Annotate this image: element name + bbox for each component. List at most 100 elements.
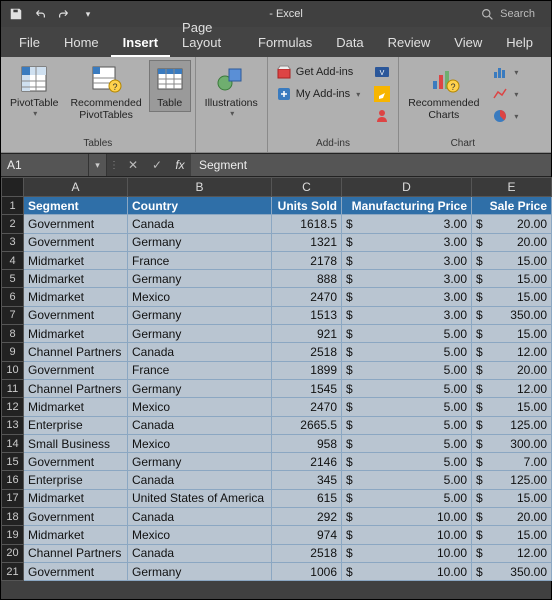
row-header[interactable]: 8 xyxy=(2,325,24,343)
cell[interactable]: Midmarket xyxy=(24,325,128,343)
enter-button[interactable]: ✓ xyxy=(145,154,169,176)
cell[interactable]: Germany xyxy=(128,233,272,251)
cell[interactable]: Channel Partners xyxy=(24,343,128,361)
cell[interactable]: $15.00 xyxy=(472,251,552,269)
cell[interactable]: Government xyxy=(24,361,128,379)
cell[interactable]: Government xyxy=(24,306,128,324)
cell[interactable]: Canada xyxy=(128,544,272,562)
cell[interactable]: 921 xyxy=(272,325,342,343)
cell[interactable]: $5.00 xyxy=(342,453,472,471)
column-header[interactable]: C xyxy=(272,178,342,197)
cell[interactable]: Government xyxy=(24,508,128,526)
save-button[interactable] xyxy=(5,3,27,25)
cell[interactable]: $5.00 xyxy=(342,471,472,489)
select-all-corner[interactable] xyxy=(2,178,24,197)
header-cell[interactable]: Units Sold xyxy=(272,197,342,215)
cell[interactable]: $12.00 xyxy=(472,343,552,361)
cell[interactable]: $15.00 xyxy=(472,489,552,507)
row-header[interactable]: 1 xyxy=(2,197,24,215)
cell[interactable]: Canada xyxy=(128,416,272,434)
cell[interactable]: $10.00 xyxy=(342,562,472,580)
row-header[interactable]: 21 xyxy=(2,562,24,580)
worksheet[interactable]: ABCDE1SegmentCountryUnits SoldManufactur… xyxy=(1,177,551,581)
search-box[interactable]: Search xyxy=(473,6,543,23)
cell[interactable]: Germany xyxy=(128,270,272,288)
cell[interactable]: 1899 xyxy=(272,361,342,379)
row-header[interactable]: 17 xyxy=(2,489,24,507)
cell[interactable]: France xyxy=(128,361,272,379)
my-addins-button[interactable]: My Add-ins ▾ xyxy=(272,84,364,104)
cell[interactable]: $15.00 xyxy=(472,526,552,544)
cell[interactable]: $15.00 xyxy=(472,398,552,416)
formula-input[interactable] xyxy=(191,154,551,176)
cell[interactable]: $5.00 xyxy=(342,416,472,434)
row-header[interactable]: 6 xyxy=(2,288,24,306)
cell[interactable]: $7.00 xyxy=(472,453,552,471)
cell[interactable]: $5.00 xyxy=(342,325,472,343)
cell[interactable]: Canada xyxy=(128,215,272,233)
row-header[interactable]: 12 xyxy=(2,398,24,416)
cell[interactable]: 345 xyxy=(272,471,342,489)
cell[interactable]: $3.00 xyxy=(342,306,472,324)
tab-review[interactable]: Review xyxy=(376,29,443,57)
cell[interactable]: Midmarket xyxy=(24,270,128,288)
cell[interactable]: $10.00 xyxy=(342,508,472,526)
cell[interactable]: Enterprise xyxy=(24,416,128,434)
row-header[interactable]: 14 xyxy=(2,434,24,452)
row-header[interactable]: 7 xyxy=(2,306,24,324)
cell[interactable]: Germany xyxy=(128,306,272,324)
cell[interactable]: $10.00 xyxy=(342,544,472,562)
qat-customize-button[interactable]: ▾ xyxy=(77,3,99,25)
name-box-dropdown[interactable]: ▾ xyxy=(89,154,107,176)
chart-type-button[interactable]: ▾ xyxy=(488,62,522,82)
cancel-button[interactable]: ✕ xyxy=(121,154,145,176)
cell[interactable]: Canada xyxy=(128,471,272,489)
row-header[interactable]: 16 xyxy=(2,471,24,489)
cell[interactable]: Government xyxy=(24,453,128,471)
recommended-pivottables-button[interactable]: ? Recommended PivotTables xyxy=(65,60,146,124)
cell[interactable]: $15.00 xyxy=(472,288,552,306)
cell[interactable]: Canada xyxy=(128,343,272,361)
cell[interactable]: Midmarket xyxy=(24,489,128,507)
table-button[interactable]: Table xyxy=(149,60,191,112)
column-header[interactable]: B xyxy=(128,178,272,197)
row-header[interactable]: 13 xyxy=(2,416,24,434)
cell[interactable]: 2470 xyxy=(272,398,342,416)
tab-insert[interactable]: Insert xyxy=(111,29,170,57)
cell[interactable]: 958 xyxy=(272,434,342,452)
tab-data[interactable]: Data xyxy=(324,29,375,57)
cell[interactable]: Germany xyxy=(128,453,272,471)
cell[interactable]: $10.00 xyxy=(342,526,472,544)
cell[interactable]: Government xyxy=(24,215,128,233)
cell[interactable]: 2665.5 xyxy=(272,416,342,434)
cell[interactable]: 2518 xyxy=(272,343,342,361)
cell[interactable]: $300.00 xyxy=(472,434,552,452)
cell[interactable]: $5.00 xyxy=(342,398,472,416)
cell[interactable]: Midmarket xyxy=(24,251,128,269)
cell[interactable]: $15.00 xyxy=(472,270,552,288)
cell[interactable]: $5.00 xyxy=(342,361,472,379)
cell[interactable]: 292 xyxy=(272,508,342,526)
row-header[interactable]: 2 xyxy=(2,215,24,233)
illustrations-button[interactable]: Illustrations ▾ xyxy=(200,60,263,121)
row-header[interactable]: 11 xyxy=(2,379,24,397)
cell[interactable]: $3.00 xyxy=(342,233,472,251)
cell[interactable]: $5.00 xyxy=(342,379,472,397)
cell[interactable]: 974 xyxy=(272,526,342,544)
cell[interactable]: $350.00 xyxy=(472,306,552,324)
row-header[interactable]: 19 xyxy=(2,526,24,544)
cell[interactable]: $5.00 xyxy=(342,489,472,507)
header-cell[interactable]: Segment xyxy=(24,197,128,215)
row-header[interactable]: 9 xyxy=(2,343,24,361)
row-header[interactable]: 20 xyxy=(2,544,24,562)
get-addins-button[interactable]: Get Add-ins xyxy=(272,62,364,82)
redo-button[interactable] xyxy=(53,3,75,25)
cell[interactable]: Channel Partners xyxy=(24,544,128,562)
cell[interactable]: Enterprise xyxy=(24,471,128,489)
header-cell[interactable]: Manufacturing Price xyxy=(342,197,472,215)
column-header[interactable]: E xyxy=(472,178,552,197)
tab-home[interactable]: Home xyxy=(52,29,111,57)
cell[interactable]: Channel Partners xyxy=(24,379,128,397)
cell[interactable]: Mexico xyxy=(128,288,272,306)
name-box[interactable]: A1 xyxy=(1,154,89,176)
